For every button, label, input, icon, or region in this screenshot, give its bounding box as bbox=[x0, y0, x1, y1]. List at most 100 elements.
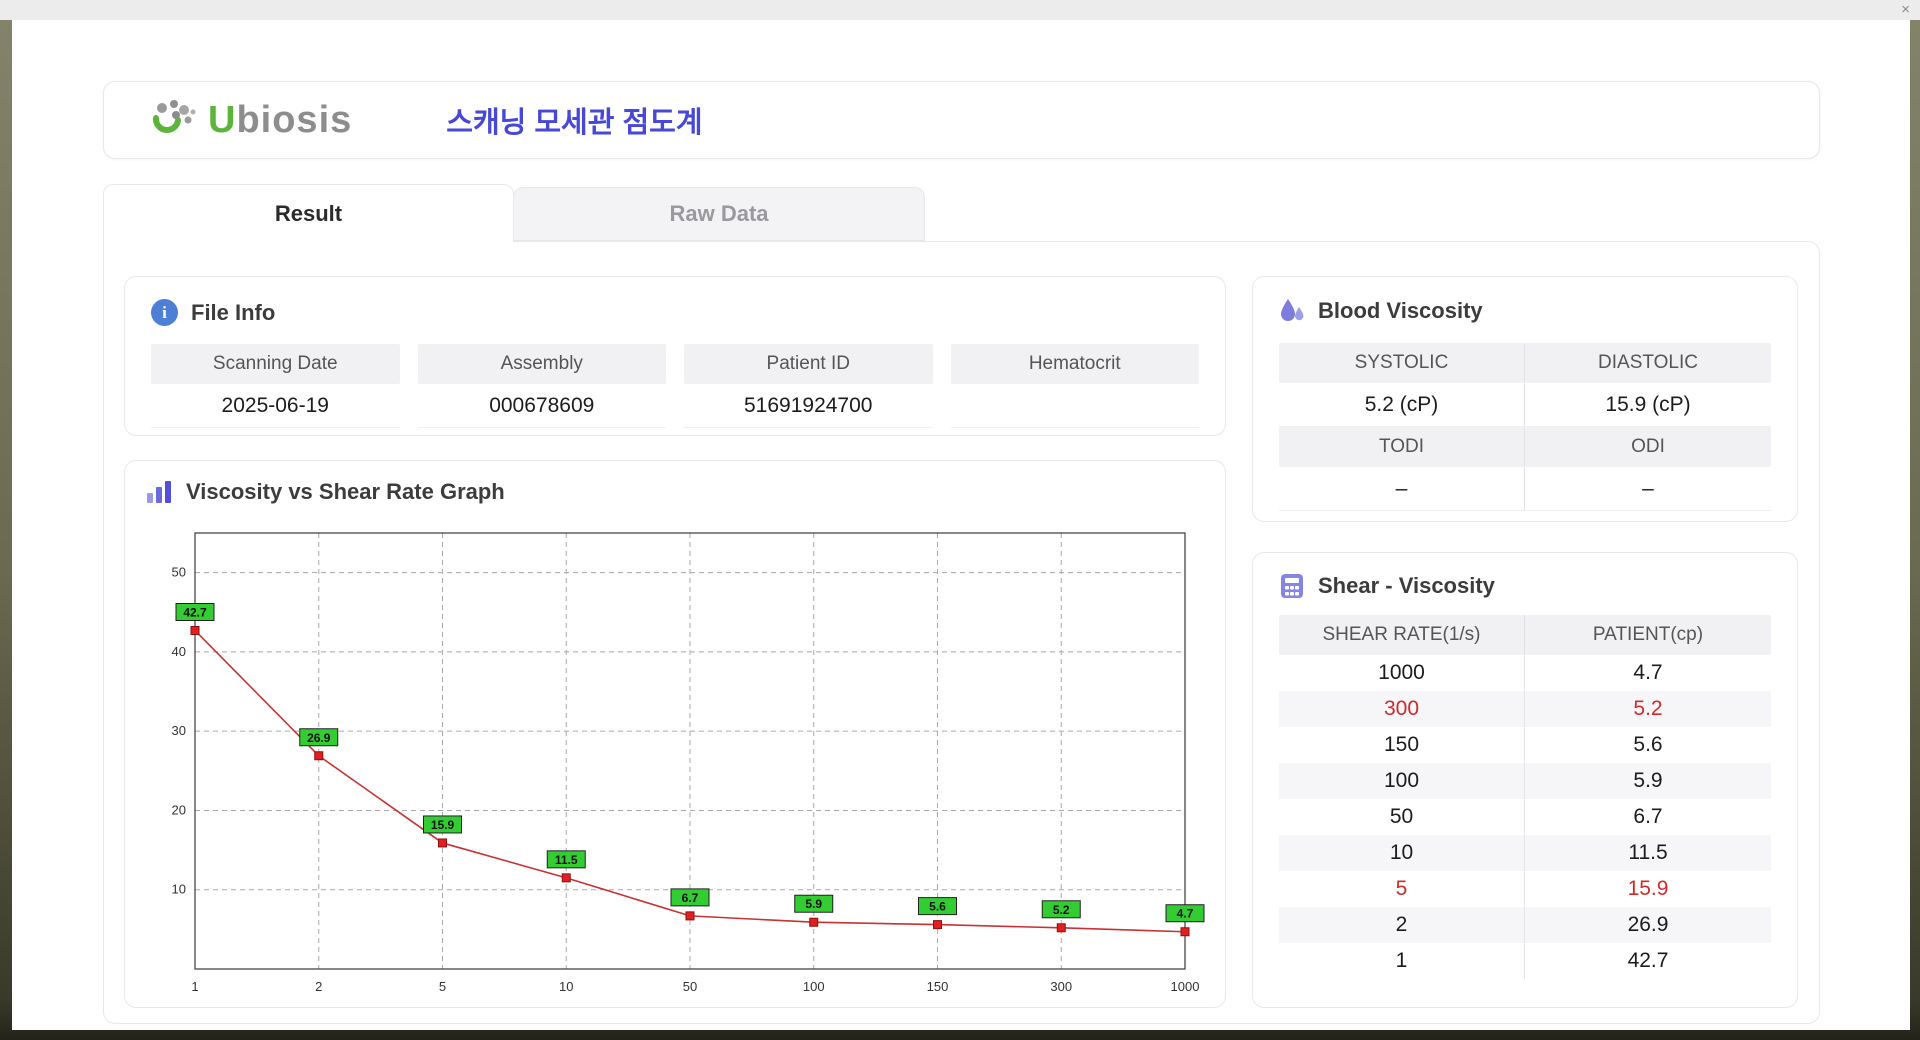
graph-card: Viscosity vs Shear Rate Graph 10 20 30 40 50… bbox=[124, 460, 1226, 1008]
file-info-fields: Scanning Date 2025-06-19 Assembly 000678… bbox=[151, 344, 1199, 428]
shear-table-row: 300 5.2 bbox=[1279, 691, 1771, 727]
shear-rate-cell: 10 bbox=[1279, 835, 1525, 871]
field-label: Hematocrit bbox=[950, 344, 1199, 384]
svg-text:40: 40 bbox=[172, 644, 186, 659]
patient-viscosity-cell: 6.7 bbox=[1633, 805, 1663, 828]
shear-col-patient: PATIENT(cp) bbox=[1592, 624, 1704, 645]
svg-text:1: 1 bbox=[191, 979, 198, 994]
shear-table-row: 50 6.7 bbox=[1279, 799, 1771, 835]
graph-title-row: Viscosity vs Shear Rate Graph bbox=[145, 479, 1205, 505]
svg-text:6.7: 6.7 bbox=[682, 891, 699, 905]
titlebar: × bbox=[0, 0, 1920, 20]
bv-label-todi: TODI bbox=[1279, 427, 1525, 467]
app-window: Ubiosis 스캐닝 모세관 점도계 Result Raw Data i Fi… bbox=[12, 20, 1910, 1030]
bv-value-todi: – bbox=[1279, 467, 1525, 511]
shear-viscosity-title: Shear - Viscosity bbox=[1318, 573, 1495, 598]
field-value: 51691924700 bbox=[684, 384, 933, 428]
ubiosis-logo-icon bbox=[152, 100, 196, 134]
svg-text:20: 20 bbox=[172, 802, 186, 817]
shear-rate-cell: 300 bbox=[1279, 691, 1525, 727]
field-value: 000678609 bbox=[417, 384, 666, 428]
tab-raw-data[interactable]: Raw Data bbox=[513, 187, 925, 241]
blood-viscosity-card: Blood Viscosity SYSTOLIC DIASTOLIC 5.2 (… bbox=[1252, 276, 1798, 522]
brand-name: Ubiosis bbox=[208, 99, 352, 142]
tab-result[interactable]: Result bbox=[103, 184, 514, 242]
bv-value-systolic: 5.2 (cP) bbox=[1279, 383, 1525, 427]
close-icon[interactable]: × bbox=[1901, 1, 1910, 18]
svg-text:42.7: 42.7 bbox=[183, 606, 207, 620]
file-info-field: Patient ID 51691924700 bbox=[684, 344, 933, 428]
svg-text:4.7: 4.7 bbox=[1177, 907, 1194, 921]
file-info-title-row: i File Info bbox=[151, 299, 1199, 326]
content-panel: i File Info Scanning Date 2025-06-19 Ass… bbox=[103, 241, 1820, 1024]
graph-title: Viscosity vs Shear Rate Graph bbox=[186, 479, 505, 504]
page-title: 스캐닝 모세관 점도계 bbox=[446, 107, 703, 139]
patient-viscosity-cell: 5.6 bbox=[1633, 733, 1663, 756]
info-icon: i bbox=[151, 299, 178, 326]
svg-text:5: 5 bbox=[439, 979, 446, 994]
calculator-icon bbox=[1281, 574, 1303, 598]
patient-viscosity-cell: 15.9 bbox=[1627, 877, 1669, 900]
svg-text:5.9: 5.9 bbox=[805, 897, 822, 911]
file-info-field: Scanning Date 2025-06-19 bbox=[151, 344, 400, 428]
shear-table-body: 1000 4.7 300 5.2 150 5.6 100 5.9 50 6.7 10 11.5 5 15.… bbox=[1279, 655, 1771, 979]
shear-table-row: 2 26.9 bbox=[1279, 907, 1771, 943]
shear-table-row: 10 11.5 bbox=[1279, 835, 1771, 871]
blood-viscosity-title-row: Blood Viscosity bbox=[1279, 297, 1771, 325]
field-label: Assembly bbox=[417, 344, 666, 384]
svg-text:11.5: 11.5 bbox=[555, 853, 578, 867]
shear-table-row: 1 42.7 bbox=[1279, 943, 1771, 979]
shear-table-row: 150 5.6 bbox=[1279, 727, 1771, 763]
shear-table-row: 100 5.9 bbox=[1279, 763, 1771, 799]
svg-text:100: 100 bbox=[803, 979, 825, 994]
svg-text:5.6: 5.6 bbox=[929, 900, 946, 914]
svg-text:30: 30 bbox=[172, 723, 186, 738]
viscosity-chart: 10 20 30 40 50 1 2 5 10 50 100 150 300 1000 42.7 26.9 15… bbox=[172, 532, 1205, 994]
svg-text:10: 10 bbox=[172, 882, 186, 897]
bv-label-odi: ODI bbox=[1525, 427, 1771, 467]
bv-label-diastolic: DIASTOLIC bbox=[1525, 343, 1771, 383]
file-info-field: Hematocrit bbox=[950, 344, 1199, 428]
bv-label-systolic: SYSTOLIC bbox=[1279, 343, 1525, 383]
shear-rate-cell: 100 bbox=[1279, 763, 1525, 799]
patient-viscosity-cell: 26.9 bbox=[1627, 913, 1669, 936]
svg-text:50: 50 bbox=[683, 979, 697, 994]
shear-title-row: Shear - Viscosity bbox=[1279, 573, 1771, 599]
shear-table-header: SHEAR RATE(1/s) PATIENT(cp) bbox=[1279, 615, 1771, 655]
shear-table: SHEAR RATE(1/s) PATIENT(cp) 1000 4.7 300 5.… bbox=[1279, 615, 1771, 979]
shear-rate-cell: 50 bbox=[1279, 799, 1525, 835]
shear-rate-cell: 150 bbox=[1279, 727, 1525, 763]
shear-rate-cell: 5 bbox=[1279, 871, 1525, 907]
patient-viscosity-cell: 5.9 bbox=[1633, 769, 1663, 792]
file-info-field: Assembly 000678609 bbox=[417, 344, 666, 428]
svg-text:300: 300 bbox=[1050, 979, 1072, 994]
shear-viscosity-card: Shear - Viscosity SHEAR RATE(1/s) PATIEN… bbox=[1252, 552, 1798, 1008]
brand-letter-u: U bbox=[208, 98, 237, 141]
patient-viscosity-cell: 5.2 bbox=[1633, 697, 1663, 720]
shear-table-row: 1000 4.7 bbox=[1279, 655, 1771, 691]
shear-rate-cell: 1 bbox=[1279, 943, 1525, 979]
patient-viscosity-cell: 11.5 bbox=[1628, 841, 1668, 864]
field-value bbox=[950, 384, 1199, 428]
header: Ubiosis 스캐닝 모세관 점도계 bbox=[103, 81, 1820, 159]
shear-table-row: 5 15.9 bbox=[1279, 871, 1771, 907]
svg-text:50: 50 bbox=[172, 565, 186, 580]
shear-col-rate: SHEAR RATE(1/s) bbox=[1279, 615, 1525, 655]
bv-value-diastolic: 15.9 (cP) bbox=[1525, 383, 1771, 427]
svg-text:5.2: 5.2 bbox=[1053, 903, 1070, 917]
svg-text:1000: 1000 bbox=[1171, 979, 1200, 994]
shear-rate-cell: 2 bbox=[1279, 907, 1525, 943]
file-info-title: File Info bbox=[191, 299, 276, 325]
svg-text:15.9: 15.9 bbox=[431, 818, 455, 832]
shear-rate-cell: 1000 bbox=[1279, 655, 1525, 691]
field-label: Patient ID bbox=[684, 344, 933, 384]
field-value: 2025-06-19 bbox=[151, 384, 400, 428]
blood-viscosity-title: Blood Viscosity bbox=[1318, 298, 1483, 323]
svg-text:150: 150 bbox=[927, 979, 949, 994]
svg-text:2: 2 bbox=[315, 979, 322, 994]
bar-chart-icon bbox=[147, 481, 171, 503]
droplet-icon bbox=[1281, 299, 1304, 321]
patient-viscosity-cell: 4.7 bbox=[1633, 661, 1663, 684]
field-label: Scanning Date bbox=[151, 344, 400, 384]
brand-rest: biosis bbox=[236, 98, 353, 141]
